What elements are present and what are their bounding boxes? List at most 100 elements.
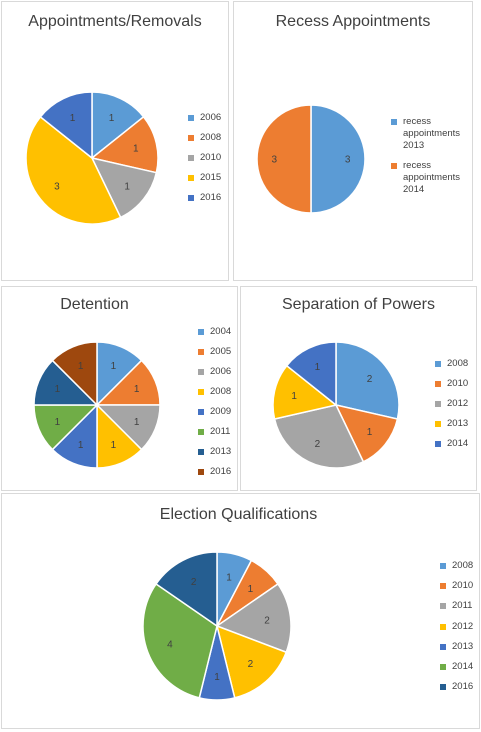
data-label: 1 [111,440,117,451]
chart-title: Election Qualifications [159,506,318,523]
pie-chart-recess-appointments: 33 [256,104,366,214]
chart-title: Separation of Powers [282,296,435,313]
legend-swatch [440,583,446,590]
chart-panel-election-qualifications: Election Qualifications 1 1 2 2 1 4 2 2008 2010… [1,493,480,729]
pie-slice-2016 [39,91,93,160]
legend-item: 2013 [440,641,473,661]
data-label: 1 [109,113,115,124]
legend-label: 2015 [200,172,222,183]
legend-item: 2014 [440,661,473,681]
pie-slice-2006 [91,91,145,160]
legend-item: 2015 [188,172,221,192]
legend-swatch [440,563,446,569]
legend-swatch [198,389,204,395]
legend-swatch [198,429,204,435]
pie-slice-2010 [334,403,399,463]
legend-swatch [391,119,397,125]
legend-item: 2010 [435,378,468,398]
pie-slice-2014 [285,341,337,407]
chart-panel-appointments-removals: Appointments/Removals 1 1 1 3 1 2006 2008 2010… [1,1,229,281]
pie-slice-2010 [90,156,158,219]
legend-swatch [440,663,446,670]
legend-swatch [188,195,194,201]
legend-item: 2005 [198,346,231,366]
legend-label: 2010 [452,580,474,592]
chart-legend: 2008 2010 2011 2012 2013 2014 2016 [440,560,473,701]
legend-item: 2008 [435,358,468,378]
legend-swatch [435,421,441,427]
pie-slice-2008 [90,115,159,174]
legend-label: 2010 [200,152,222,163]
data-label: 1 [134,417,140,428]
pie-slice-2016 [155,551,218,628]
pie-chart-separation-of-powers: 2 1 2 1 1 [272,341,400,469]
legend-swatch [198,409,204,415]
data-label: 1 [55,384,61,395]
data-label: 1 [55,417,61,428]
data-label: 1 [111,361,117,372]
legend-swatch [188,175,194,181]
data-label: 1 [291,391,297,402]
chart-title: Recess Appointments [275,13,431,30]
data-label: 3 [272,155,278,166]
legend-label: 2016 [452,681,474,693]
legend-label: 2008 [452,560,474,571]
legend-swatch [198,329,204,335]
legend-swatch [435,441,441,447]
legend-swatch [435,381,441,387]
data-label: 1 [315,362,321,373]
legend-label: 2009 [210,406,232,417]
legend-swatch [435,361,441,367]
chart-title: Appointments/Removals [28,13,202,30]
data-label: 1 [133,144,139,155]
legend-label: 2013 [210,446,232,457]
data-label: 2 [315,439,321,450]
data-label: 1 [214,672,220,683]
legend-swatch [198,349,204,355]
legend-label: 2008 [200,132,222,143]
legend-item: 2014 [435,438,468,458]
legend-label: 2012 [452,620,474,632]
pie-slice-2012 [215,624,288,699]
pie-slice-2008 [335,341,400,420]
legend-swatch [435,401,441,407]
data-label: 4 [167,639,173,650]
legend-label: 2014 [452,660,474,672]
legend-item: recess appointments 2013 [391,116,467,160]
legend-label: 2016 [210,466,232,477]
legend-item: 2016 [198,466,231,486]
legend-item: 2008 [188,132,221,152]
data-label: 2 [248,659,254,670]
legend-label: 2011 [452,600,473,612]
data-label: 1 [78,440,84,451]
legend-swatch [391,163,397,169]
legend-label: 2014 [447,438,469,449]
legend-label: 2010 [447,378,469,389]
data-label: 2 [367,374,373,385]
legend-swatch [440,643,446,650]
data-label: 1 [248,584,254,595]
pie-slice-2016 [51,341,98,407]
pie-slice-2013 [272,364,338,420]
legend-swatch [188,115,194,121]
legend-label: 2006 [200,112,222,123]
data-label: 3 [54,182,60,193]
legend-swatch [440,603,446,610]
data-label: 1 [226,573,232,584]
legend-swatch [198,369,204,375]
pie-slice-recess-appointments-2013 [310,104,366,214]
legend-label: 2004 [210,326,232,337]
data-label: 2 [264,615,270,626]
legend-label: 2008 [210,386,232,397]
legend-item: 2008 [440,560,473,580]
legend-swatch [188,155,194,161]
legend-label: 2012 [447,398,469,409]
data-label: 1 [134,384,140,395]
pie-chart-election-qualifications: 1 1 2 2 1 4 2 [142,551,292,701]
pie-slice-recess-appointments-2014 [256,104,312,214]
data-label: 3 [345,155,351,166]
legend-item: 2009 [198,406,231,426]
legend-swatch [188,135,194,141]
